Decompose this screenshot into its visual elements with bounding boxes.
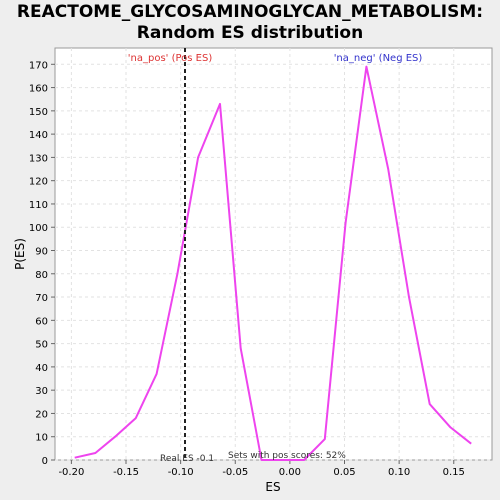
y-tick-label: 130 xyxy=(29,153,48,164)
series-line xyxy=(74,65,472,461)
y-tick-label: 80 xyxy=(35,270,48,281)
title-line-2: Random ES distribution xyxy=(136,23,364,43)
y-tick-label: 150 xyxy=(29,107,48,118)
plot-area xyxy=(54,47,493,461)
chart-title: REACTOME_GLYCOSAMINOGLYCAN_METABOLISM: R… xyxy=(0,2,500,44)
annotation-layer: 'na_pos' (Pos ES) 'na_neg' (Neg ES) Real E… xyxy=(128,48,423,464)
y-tick-label: 60 xyxy=(35,316,48,327)
pos-es-label: 'na_pos' (Pos ES) xyxy=(128,53,213,64)
neg-es-label: 'na_neg' (Neg ES) xyxy=(334,53,423,64)
x-tick-label: -0.10 xyxy=(168,467,194,478)
y-tick-label: 70 xyxy=(35,293,48,304)
x-axis-label: ES xyxy=(265,480,280,494)
series-layer xyxy=(74,65,472,461)
x-tick-label: 0.10 xyxy=(388,467,410,478)
y-tick-label: 10 xyxy=(35,433,48,444)
y-tick-label: 100 xyxy=(29,223,48,234)
real-es-label: Real ES -0.1 xyxy=(160,454,214,464)
x-tick-label: -0.20 xyxy=(58,467,84,478)
x-tick-label: 0.00 xyxy=(279,467,301,478)
axis-ticks: 0 10 20 30 40 50 60 70 80 90 100 110 120 130 140 150 160… xyxy=(29,60,465,478)
y-tick-label: 140 xyxy=(29,130,48,141)
y-tick-label: 30 xyxy=(35,386,48,397)
y-tick-label: 20 xyxy=(35,409,48,420)
x-tick-label: 0.15 xyxy=(443,467,465,478)
grid-lines xyxy=(55,48,492,461)
x-tick-label: 0.05 xyxy=(333,467,355,478)
title-line-1: REACTOME_GLYCOSAMINOGLYCAN_METABOLISM: xyxy=(16,2,484,22)
sets-pos-label: Sets with pos scores: 52% xyxy=(228,451,346,461)
y-tick-label: 160 xyxy=(29,84,48,95)
y-tick-label: 50 xyxy=(35,340,48,351)
x-tick-label: -0.05 xyxy=(222,467,248,478)
y-tick-label: 0 xyxy=(42,456,48,467)
y-axis-label: P(ES) xyxy=(13,238,27,270)
x-tick-label: -0.15 xyxy=(113,467,139,478)
y-tick-label: 40 xyxy=(35,363,48,374)
y-tick-label: 110 xyxy=(29,200,48,211)
y-tick-label: 170 xyxy=(29,60,48,71)
y-tick-label: 90 xyxy=(35,247,48,258)
y-tick-label: 120 xyxy=(29,177,48,188)
